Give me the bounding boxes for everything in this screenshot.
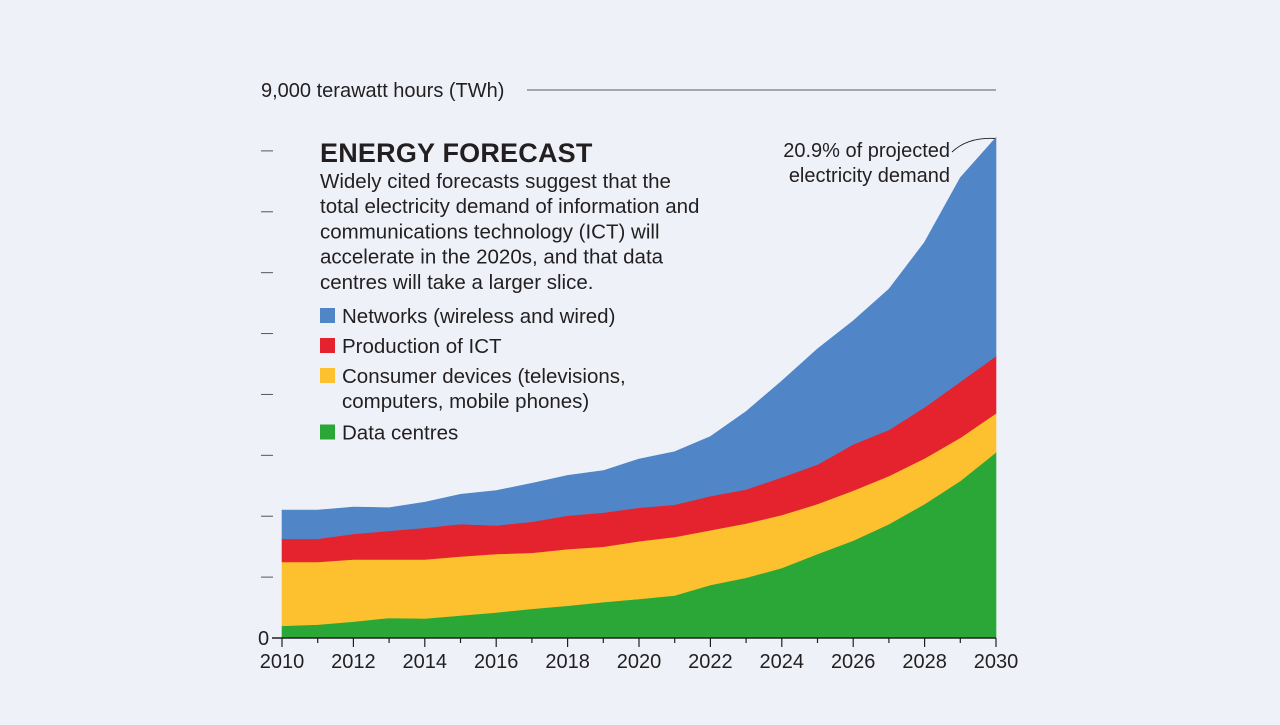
x-tick-label-2028: 2028 <box>902 651 947 673</box>
y-axis-label: 9,000 terawatt hours (TWh) <box>261 80 504 102</box>
text-layer: 2010 2012 2014 2016 2018 2020 2022 2024 2026 2028… <box>258 80 1018 673</box>
x-tick-label-2024: 2024 <box>760 651 805 673</box>
x-tick-label-2020: 2020 <box>617 651 662 673</box>
x-tick-label-2012: 2012 <box>331 651 376 673</box>
x-tick-label-2018: 2018 <box>545 651 590 673</box>
area-series-group <box>281 136 997 639</box>
description-line-3: communications technology (ICT) will <box>320 220 660 243</box>
x-tick-label-2016: 2016 <box>474 651 519 673</box>
legend-label-consumer-devices-televisions-line2: computers, mobile phones) <box>342 390 589 413</box>
annotation-line-2: electricity demand <box>789 165 950 187</box>
description-line-1: Widely cited forecasts suggest that the <box>320 170 671 193</box>
legend-label-production-of-ict: Production of ICT <box>342 335 502 358</box>
axes-group <box>261 89 997 647</box>
legend-swatch-data-centres <box>320 424 335 440</box>
legend-swatch-consumer-devices-televisions <box>320 368 335 383</box>
legend-swatch-production-of-ict <box>320 338 335 353</box>
x-tick-label-2014: 2014 <box>403 651 448 673</box>
description-line-2: total electricity demand of information … <box>320 195 699 218</box>
x-tick-label-2026: 2026 <box>831 651 876 673</box>
legend-swatch-networks-wireless-and-wired <box>320 308 335 323</box>
x-tick-label-2010: 2010 <box>260 651 305 673</box>
area-networks-wireless-and-wired <box>281 136 997 540</box>
x-tick-label-2030: 2030 <box>974 651 1019 673</box>
chart-title: ENERGY FORECAST <box>320 138 593 168</box>
annotation-leader-line <box>951 137 996 153</box>
legend-label-consumer-devices-televisions: Consumer devices (televisions, <box>342 365 626 388</box>
legend-label-data-centres: Data centres <box>342 422 458 445</box>
legend-label-networks-wireless-and-wired: Networks (wireless and wired) <box>342 305 615 328</box>
y-zero-label: 0 <box>258 628 269 650</box>
annotation-line-1: 20.9% of projected <box>783 140 950 162</box>
description-line-4: accelerate in the 2020s, and that data <box>320 246 664 269</box>
description-line-5: centres will take a larger slice. <box>320 271 593 294</box>
x-tick-label-2022: 2022 <box>688 651 733 673</box>
